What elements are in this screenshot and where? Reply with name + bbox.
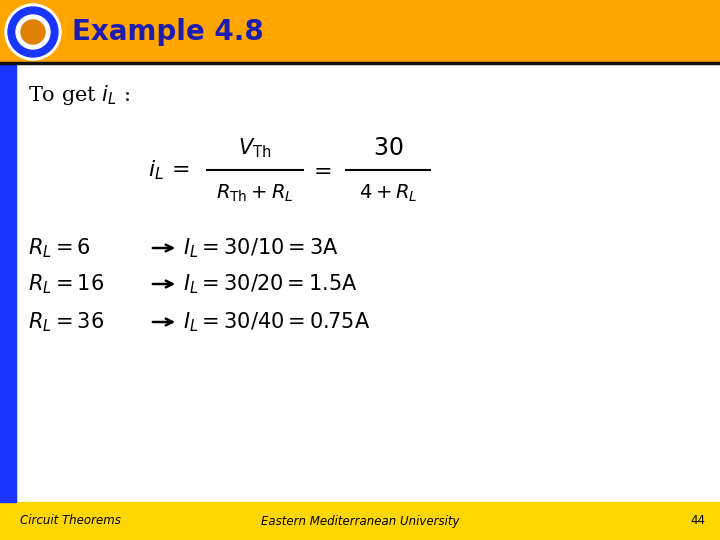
Text: $I_L=30/20=1.5\mathrm{A}$: $I_L=30/20=1.5\mathrm{A}$	[183, 272, 358, 296]
Text: $30$: $30$	[373, 136, 403, 160]
Text: $V_{\rm Th}$: $V_{\rm Th}$	[238, 136, 271, 160]
Text: $R_L=16$: $R_L=16$	[28, 272, 104, 296]
Bar	[0, 63, 16, 502]
Circle shape	[8, 7, 58, 57]
Bar	[0, 502, 720, 540]
Bar	[0, 0, 720, 63]
Text: Circuit Theorems: Circuit Theorems	[20, 515, 121, 528]
Text: $R_{\rm Th}+R_L$: $R_{\rm Th}+R_L$	[216, 183, 294, 204]
Text: $R_L=36$: $R_L=36$	[28, 310, 104, 334]
Text: $4+R_L$: $4+R_L$	[359, 183, 418, 204]
Circle shape	[21, 20, 45, 44]
Text: $I_L=30/40=0.75\mathrm{A}$: $I_L=30/40=0.75\mathrm{A}$	[183, 310, 370, 334]
Text: Eastern Mediterranean University: Eastern Mediterranean University	[261, 515, 459, 528]
Text: To get $i_L$ :: To get $i_L$ :	[28, 83, 130, 107]
Text: Example 4.8: Example 4.8	[72, 17, 264, 45]
Text: $=$: $=$	[309, 160, 331, 180]
Circle shape	[5, 4, 61, 60]
Circle shape	[16, 15, 50, 49]
Text: $R_L=6$: $R_L=6$	[28, 236, 91, 260]
Text: $i_L\,=$: $i_L\,=$	[148, 158, 189, 182]
Text: 44: 44	[690, 515, 705, 528]
Text: $I_L=30/10=3\mathrm{A}$: $I_L=30/10=3\mathrm{A}$	[183, 236, 338, 260]
